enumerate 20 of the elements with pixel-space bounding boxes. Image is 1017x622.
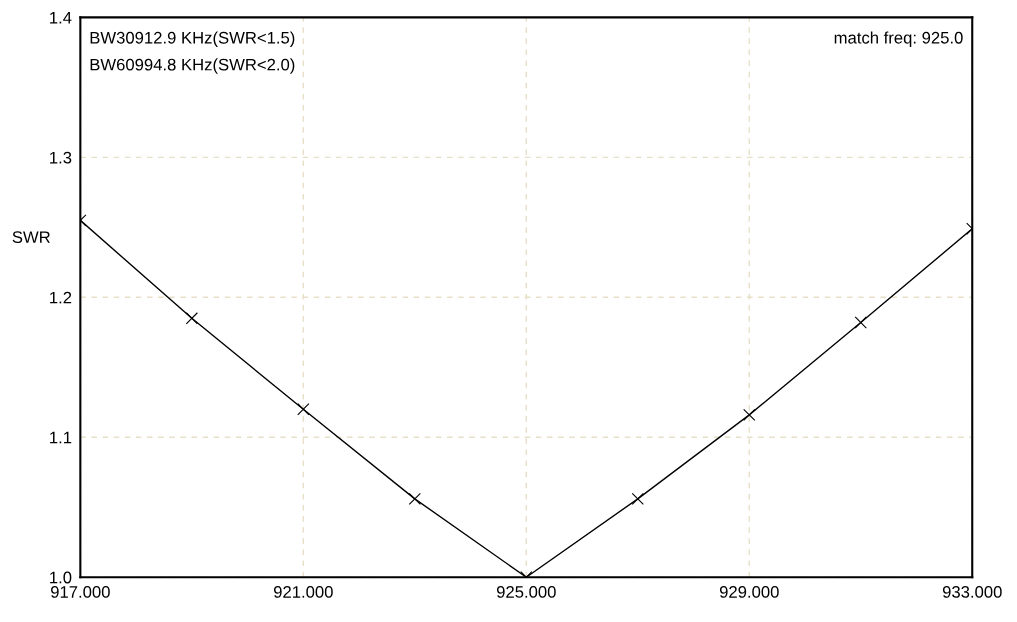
annotation: BW30912.9 KHz(SWR<1.5) bbox=[90, 31, 295, 47]
x-tick-label: 917.000 bbox=[51, 585, 110, 598]
point bbox=[185, 312, 198, 325]
y-tick-label: 1.0 bbox=[50, 571, 72, 584]
annotation: BW60994.8 KHz(SWR<2.0) bbox=[90, 58, 295, 74]
x-tick-label: 933.000 bbox=[942, 585, 1002, 598]
y-tick-label: 1.1 bbox=[50, 431, 72, 444]
point bbox=[297, 403, 310, 416]
x-tick-label: 921.000 bbox=[273, 585, 333, 598]
y-tick-label: 1.3 bbox=[50, 151, 72, 164]
y-tick-label: 1.2 bbox=[50, 291, 72, 304]
annotation: match freq: 925.0 bbox=[834, 31, 963, 47]
point bbox=[408, 492, 421, 505]
y-axis-title: SWR bbox=[12, 231, 50, 244]
y-tick-label: 1.4 bbox=[50, 11, 72, 24]
x-tick-label: 929.000 bbox=[719, 585, 779, 598]
point bbox=[631, 492, 644, 505]
point bbox=[743, 408, 756, 421]
point bbox=[854, 316, 867, 329]
x-tick-label: 925.000 bbox=[496, 585, 556, 598]
